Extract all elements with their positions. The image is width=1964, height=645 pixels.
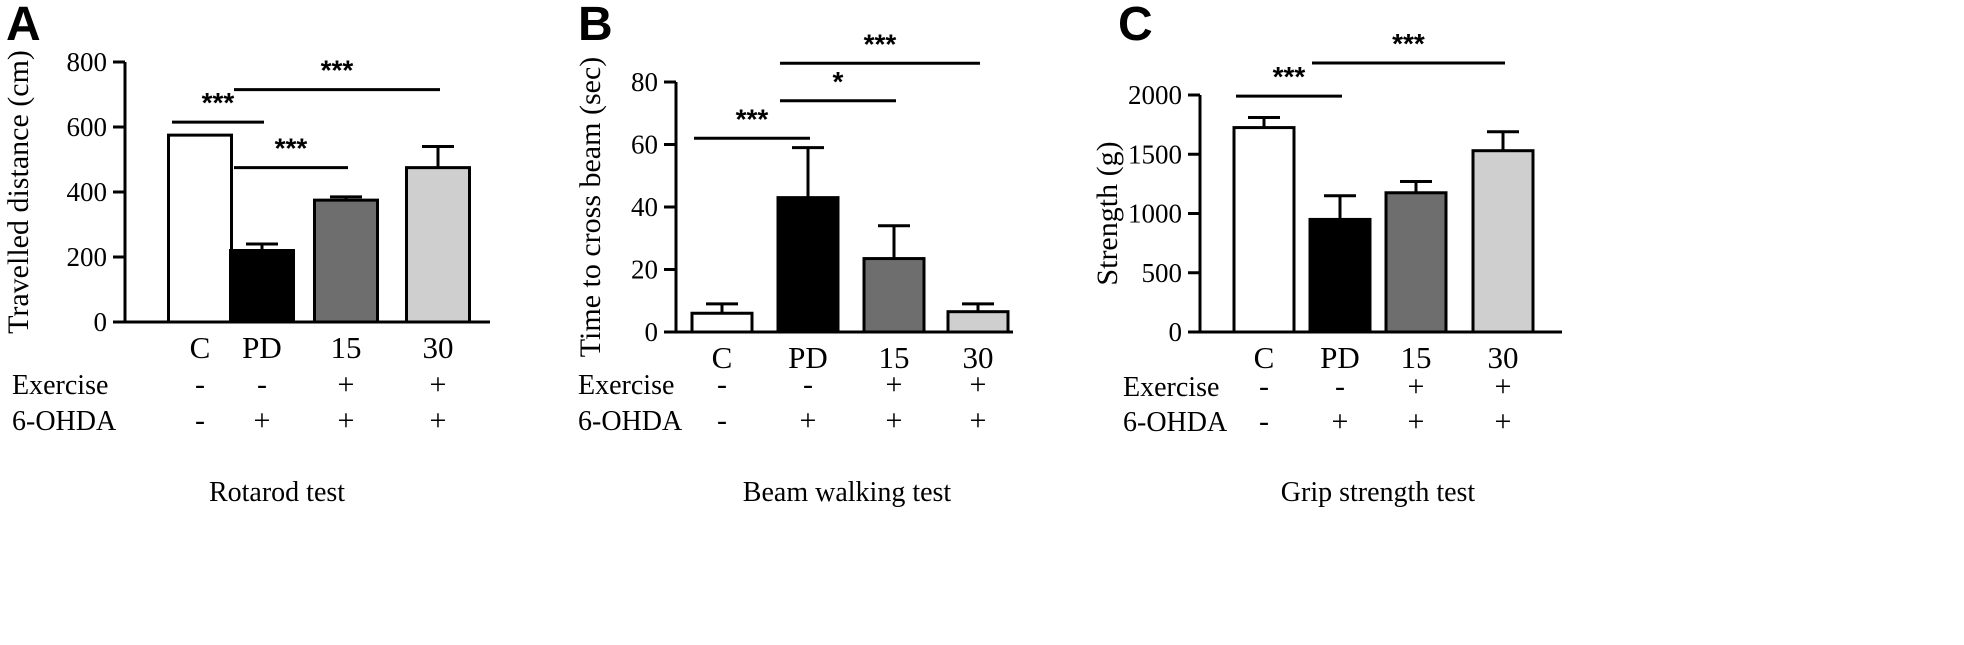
treatment-sign: - (1259, 405, 1269, 438)
treatment-sign: + (1495, 370, 1512, 403)
panel-caption: Rotarod test (209, 477, 345, 508)
y-tick-label: 400 (67, 177, 108, 207)
significance-label: *** (275, 133, 308, 164)
significance-label: *** (202, 87, 235, 118)
treatment-sign: + (970, 368, 987, 401)
x-tick-label: C (1254, 340, 1275, 375)
x-tick-label: C (712, 340, 733, 375)
x-tick-label: C (190, 330, 211, 365)
treatment-sign: - (195, 368, 205, 401)
significance-label: *** (864, 28, 897, 59)
treatment-sign: + (430, 404, 447, 437)
significance-label: *** (1273, 61, 1306, 92)
x-tick-label: 30 (423, 330, 454, 365)
bar-15 (1384, 191, 1448, 334)
treatment-sign: - (1259, 370, 1269, 403)
bar-pd (229, 249, 295, 324)
y-tick-label: 0 (645, 317, 659, 347)
x-tick-label: PD (788, 340, 828, 375)
y-axis-label: Travelled distance (cm) (2, 50, 35, 334)
bar-c (690, 311, 754, 334)
panel-caption: Grip strength test (1281, 477, 1476, 508)
bar-15 (313, 198, 379, 324)
panel-caption: Beam walking test (743, 477, 952, 508)
bar-15 (862, 257, 926, 334)
treatment-sign: + (886, 368, 903, 401)
bar-30 (405, 166, 471, 324)
treatment-sign: + (970, 404, 987, 437)
x-tick-label: PD (1320, 340, 1360, 375)
y-tick-label: 500 (1142, 258, 1183, 288)
treatment-sign: + (254, 404, 271, 437)
treatment-sign: + (338, 368, 355, 401)
bar-30 (946, 310, 1010, 334)
y-axis-label: Time to cross beam (sec) (574, 57, 607, 358)
treatment-sign: + (800, 404, 817, 437)
panel-letter: B (578, 0, 613, 51)
bar-c (1232, 126, 1296, 334)
significance-label: *** (736, 103, 769, 134)
x-tick-label: 15 (331, 330, 362, 365)
row-label-6-ohda: 6-OHDA (12, 406, 117, 437)
treatment-sign: - (257, 368, 267, 401)
row-label-6-ohda: 6-OHDA (1123, 407, 1228, 438)
bar-30 (1471, 149, 1535, 334)
treatment-sign: - (717, 404, 727, 437)
bar-c (167, 133, 233, 324)
treatment-sign: - (195, 404, 205, 437)
panel-letter: A (6, 0, 41, 51)
panel-letter: C (1118, 0, 1153, 51)
treatment-sign: + (1408, 370, 1425, 403)
row-label-6-ohda: 6-OHDA (578, 406, 683, 437)
treatment-sign: - (717, 368, 727, 401)
row-label-exercise: Exercise (578, 370, 674, 401)
x-tick-label: 30 (1488, 340, 1519, 375)
treatment-sign: + (1408, 405, 1425, 438)
y-tick-label: 20 (631, 255, 658, 285)
y-axis-label: Strength (g) (1091, 141, 1124, 285)
y-tick-label: 200 (67, 242, 108, 272)
significance-label: * (833, 66, 844, 97)
treatment-sign: + (1495, 405, 1512, 438)
y-tick-label: 600 (67, 112, 108, 142)
row-label-exercise: Exercise (1123, 372, 1219, 403)
x-tick-label: 15 (879, 340, 910, 375)
treatment-sign: + (1332, 405, 1349, 438)
row-label-exercise: Exercise (12, 370, 108, 401)
treatment-sign: + (430, 368, 447, 401)
treatment-sign: - (803, 368, 813, 401)
significance-label: *** (1392, 28, 1425, 59)
x-tick-label: 15 (1401, 340, 1432, 375)
bar-pd (1308, 217, 1372, 334)
y-tick-label: 2000 (1128, 80, 1182, 110)
bar-pd (776, 196, 840, 334)
y-tick-label: 1500 (1128, 139, 1182, 169)
y-tick-label: 0 (1169, 317, 1183, 347)
y-tick-label: 0 (94, 307, 108, 337)
y-tick-label: 80 (631, 67, 658, 97)
treatment-sign: - (1335, 370, 1345, 403)
treatment-sign: + (886, 404, 903, 437)
y-tick-label: 800 (67, 47, 108, 77)
significance-label: *** (321, 55, 354, 86)
y-tick-label: 1000 (1128, 199, 1182, 229)
y-tick-label: 40 (631, 192, 658, 222)
treatment-sign: + (338, 404, 355, 437)
x-tick-label: PD (242, 330, 282, 365)
y-tick-label: 60 (631, 130, 658, 160)
x-tick-label: 30 (963, 340, 994, 375)
